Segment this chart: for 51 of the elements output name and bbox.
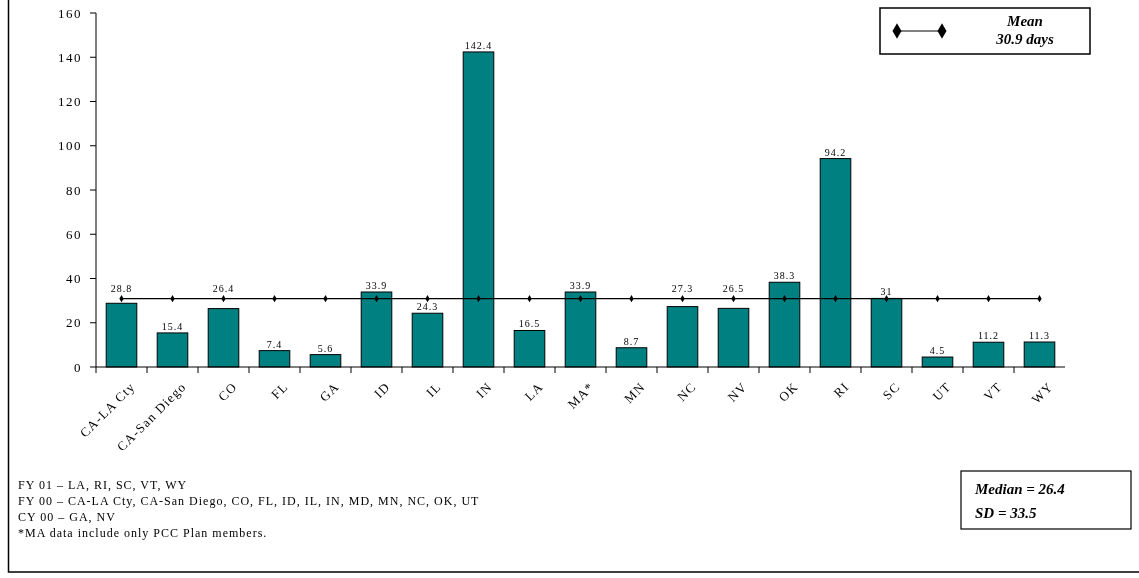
data-label: 33.9 [365, 280, 388, 291]
text: CY 00 – GA, NV [18, 510, 116, 524]
y-tick-label: 20 [66, 315, 82, 331]
data-label: 11.2 [977, 330, 1000, 342]
text: FY 00 – CA-LA Cty, CA-San Diego, CO, FL, ID, IL, IN, MD, MN, NC, OK, UT [18, 494, 480, 508]
data-label: 31 [880, 286, 893, 298]
data-label: 15.4 [161, 320, 184, 332]
y-tick-label: 140 [58, 49, 82, 65]
x-tick-label: RI [830, 378, 853, 401]
y-tick-label: 60 [66, 226, 82, 242]
y-tick-label: 100 [58, 138, 82, 154]
data-label: 142.4 [464, 39, 493, 51]
x-tick-label: UT [929, 378, 955, 404]
text: FY 01 – LA, RI, SC, VT, WY [18, 478, 188, 492]
x-tick-label: FL [268, 378, 292, 402]
text: *MA data include only PCC Plan members. [18, 526, 268, 540]
data-label: 28.8 [110, 282, 133, 294]
y-tick-label: 0 [74, 359, 82, 375]
y-tick-label: 160 [58, 5, 82, 21]
text: Mean 30.9 days [995, 13, 1054, 47]
data-label: 27.3 [671, 282, 694, 294]
x-tick-label: GA [316, 378, 343, 405]
data-label: 5.6 [317, 342, 334, 354]
data-label: 38.3 [773, 270, 796, 282]
x-tick-label: IL [423, 378, 445, 400]
x-tick-label: WY [1028, 378, 1057, 407]
y-tick-label: 40 [66, 271, 82, 287]
data-label: 8.7 [623, 335, 640, 347]
data-label: 16.5 [518, 318, 541, 330]
data-label: 26.5 [722, 282, 745, 294]
text: SD = 33.5 [975, 505, 1037, 521]
y-tick-label: 120 [58, 94, 82, 110]
x-tick-label: MN [620, 378, 649, 407]
x-tick-label: IN [473, 378, 496, 401]
data-label: 4.5 [929, 345, 946, 357]
x-tick-label: ID [371, 378, 394, 401]
x-tick-label: SC [879, 378, 904, 403]
y-tick-label: 80 [66, 182, 82, 198]
x-tick-label: NC [673, 378, 700, 405]
data-label: 24.3 [416, 301, 439, 313]
data-label: 33.9 [569, 280, 592, 291]
x-tick-label: OK [775, 378, 802, 405]
data-label: 26.4 [212, 282, 235, 294]
x-tick-label: LA [521, 378, 547, 404]
x-tick-label: NV [724, 378, 751, 405]
data-label: 94.2 [824, 146, 847, 158]
data-label: 11.3 [1028, 330, 1051, 341]
x-tick-label: VT [980, 378, 1006, 404]
text: Median = 26.4 [974, 481, 1066, 497]
data-label: 7.4 [266, 338, 283, 350]
x-tick-label: CO [214, 378, 241, 405]
